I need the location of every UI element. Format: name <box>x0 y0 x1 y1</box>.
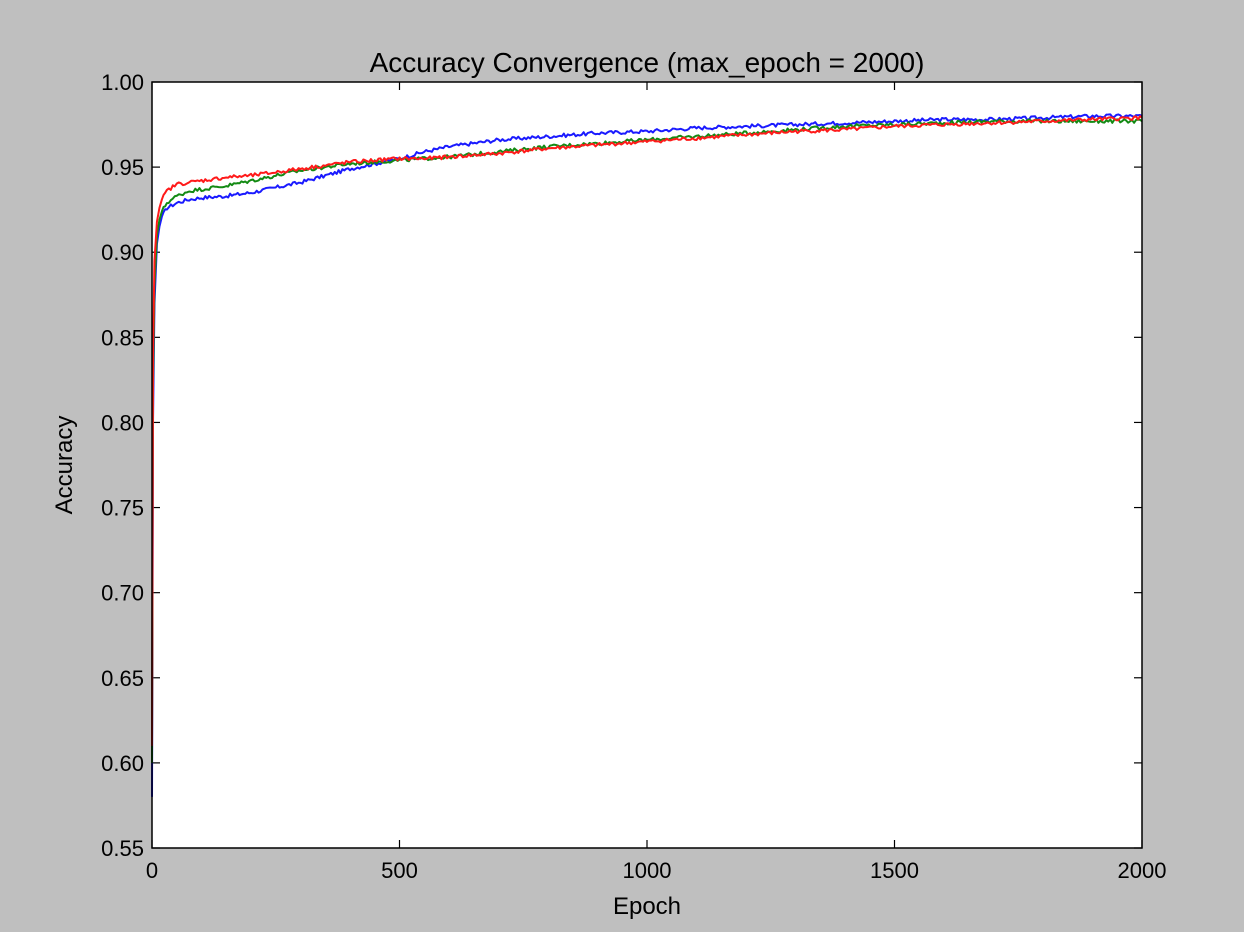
x-tick-label: 2000 <box>1118 858 1167 883</box>
y-tick-label: 0.70 <box>101 581 144 606</box>
y-tick-label: 0.75 <box>101 496 144 521</box>
x-tick-label: 500 <box>381 858 418 883</box>
series-line-3 <box>151 115 1143 746</box>
x-axis-label: Epoch <box>613 893 681 920</box>
x-tick-label: 0 <box>146 858 158 883</box>
ticks-layer: 0.55 0.60 0.65 0.70 0.75 0.80 0.85 0.90 0.95 1.00… <box>101 70 1166 883</box>
y-tick-label: 0.80 <box>101 410 144 435</box>
series-line-1 <box>151 113 1143 797</box>
y-axis-label: Accuracy <box>51 416 78 515</box>
series-line-2 <box>151 118 1143 763</box>
chart-title: Accuracy Convergence (max_epoch = 2000) <box>370 47 925 78</box>
y-tick-label: 1.00 <box>101 70 144 95</box>
plot-area <box>152 82 1142 848</box>
series-layer <box>151 113 1143 797</box>
y-tick-label: 0.85 <box>101 325 144 350</box>
x-tick-label: 1500 <box>870 858 919 883</box>
y-tick-label: 0.55 <box>101 836 144 861</box>
y-tick-label: 0.95 <box>101 155 144 180</box>
y-tick-label: 0.60 <box>101 751 144 776</box>
plot-frame <box>151 81 1143 849</box>
y-tick-label: 0.65 <box>101 666 144 691</box>
y-tick-label: 0.90 <box>101 240 144 265</box>
x-tick-label: 1000 <box>623 858 672 883</box>
